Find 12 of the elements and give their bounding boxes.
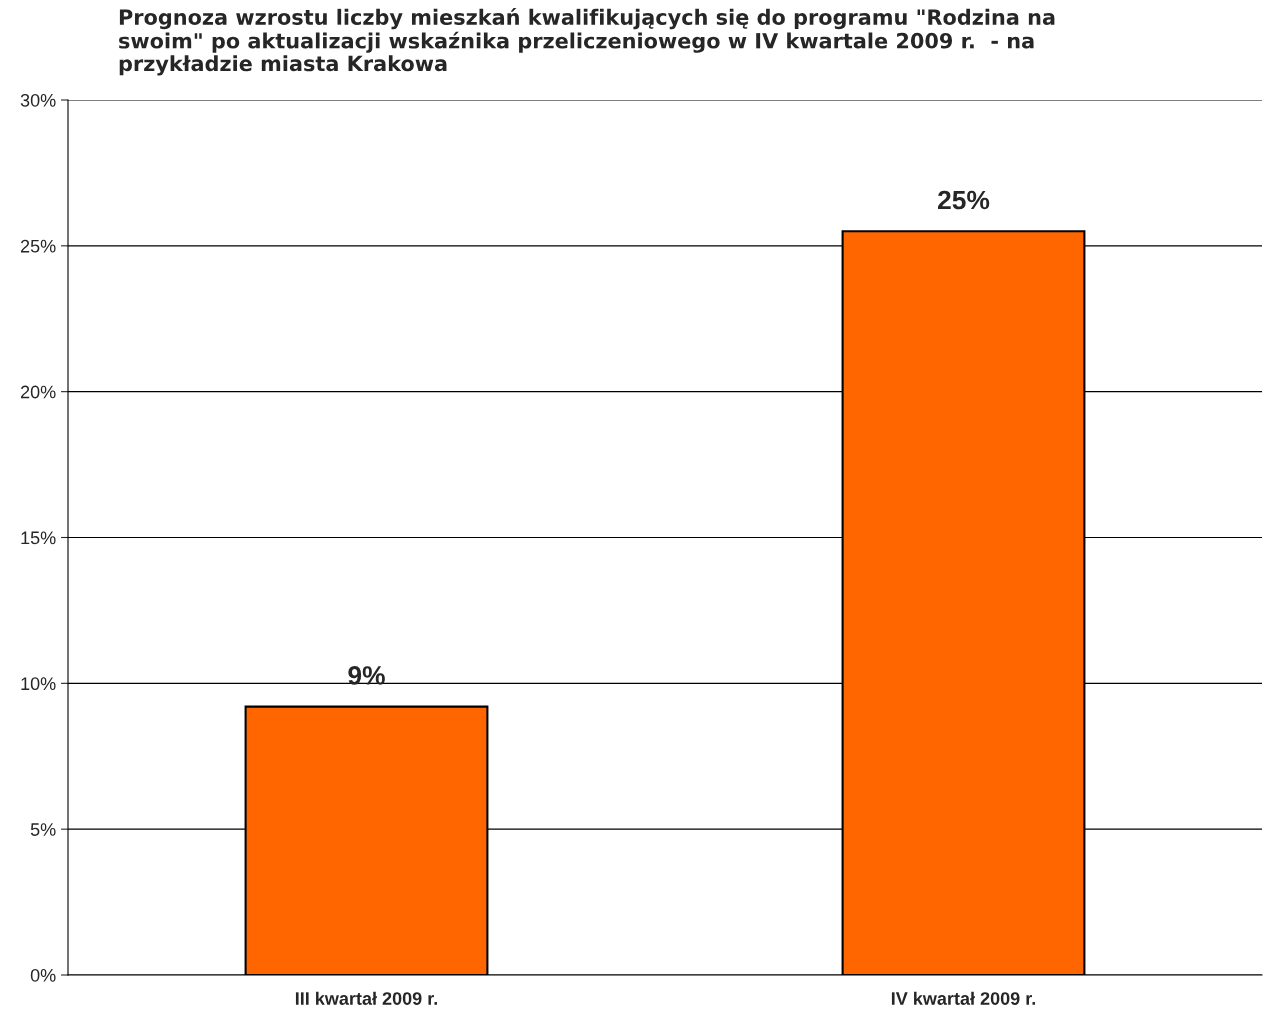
y-tick-label: 25% [20,239,56,253]
data-label: 25% [938,190,990,210]
data-label: 9% [348,666,385,685]
y-tick-label: 0% [30,968,56,982]
y-tick-label: 10% [21,677,56,691]
x-tick-label: III kwartał 2009 r. [295,991,438,1005]
y-tick-label: 5% [30,823,56,836]
y-tick-label: 30% [20,93,56,107]
y-tick-label: 20% [20,385,56,399]
y-tick-label: 15% [21,531,56,545]
chart-title: Prognoza wzrostu liczby mieszkań kwalifikujących się do programu "Rodzina na swoim" po aktualizacji wskaźnika przeliczeniowego w IV kwartale 2009 r. - na przykładzie miasta Krakowa [119,8,1055,76]
x-tick-label: IV kwartał 2009 r. [891,991,1036,1005]
